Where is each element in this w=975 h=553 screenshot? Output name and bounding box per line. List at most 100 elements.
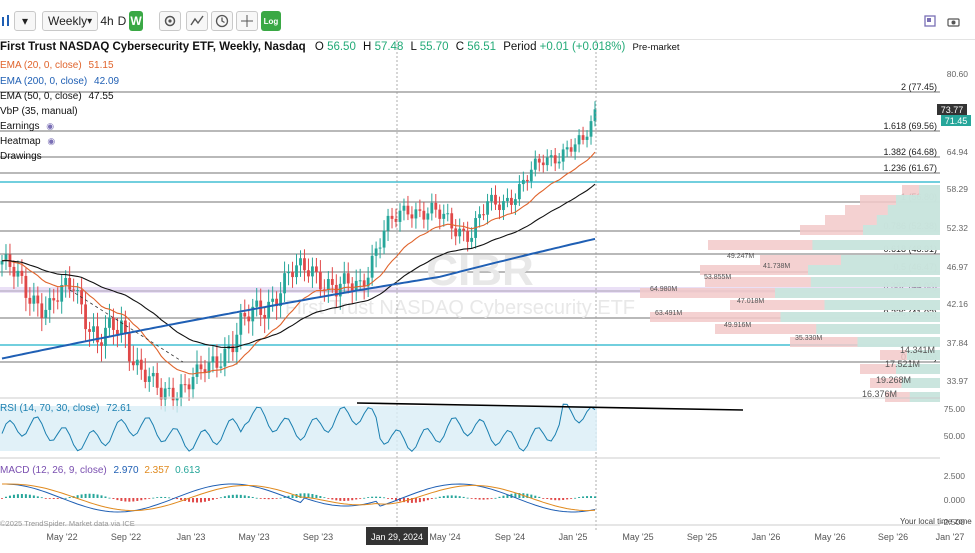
candle-body [525,179,529,182]
time-axis-label: Sep '25 [687,532,717,542]
candle-body [315,266,318,272]
candle-body [354,280,358,291]
interval-d-button[interactable]: D [117,14,127,28]
interval-select[interactable]: Weekly ▾ [42,11,98,31]
candle-body [446,213,450,215]
open-label: O [314,41,324,53]
candle-body [394,218,398,222]
screenshot-button[interactable] [923,11,937,31]
macd-histogram-bar [108,497,111,499]
trend-line [69,289,184,363]
vbp-bar-up [810,277,940,287]
macd-histogram-bar [387,498,390,499]
macd-histogram-bar [554,498,557,501]
candle-body [32,295,36,304]
macd-histogram-bar [566,498,569,500]
camera-button[interactable] [946,11,960,31]
macd-histogram-bar [152,497,155,499]
macd-histogram-bar [339,498,342,501]
candle-body [4,254,8,261]
eye-icon[interactable]: ◉ [47,136,56,146]
macd-histogram-bar [156,497,159,498]
ema200-legend[interactable]: EMA (200, 0, close) 42.09 [0,76,119,87]
vbp-volume-label: 47.018M [737,298,764,305]
candle-body [561,149,565,162]
macd-histogram-bar [148,498,151,499]
ema200-line [1,237,596,360]
candle-body [159,387,163,400]
candle-body [92,326,95,332]
ema20-legend[interactable]: EMA (20, 0, close) 51.15 [0,60,114,71]
candle-body [545,157,549,166]
macd-histogram-bar [291,494,294,498]
macd-histogram-bar [124,498,127,502]
vbp-volume-label: 14.341M [900,345,935,355]
ema20-value: 51.15 [88,60,114,71]
macd-histogram-bar [32,495,35,498]
candle-body [307,270,310,277]
drawings-legend[interactable]: Drawings [0,151,42,162]
candle-body [581,135,585,140]
candle-body [36,295,40,304]
macd-histogram-bar [542,498,545,499]
candle-body [537,158,541,163]
rsi-legend[interactable]: RSI (14, 70, 30, close) 72.61 [0,403,131,414]
macd-histogram-bar [211,498,214,500]
vbp-bar-up [812,240,940,250]
interval-w-button[interactable]: W [129,11,143,31]
watermark-ticker: CIBR [426,246,534,295]
log-scale-toggle[interactable]: Log [261,11,281,31]
candle-body [311,266,314,277]
candle-body [390,215,394,219]
chart-type-icon[interactable] [0,11,12,31]
macd-histogram-bar [391,498,394,500]
local-time-label[interactable]: Your local time zone [900,517,972,526]
replay-button[interactable] [211,11,233,31]
candle-body [418,209,422,211]
chart-area[interactable]: 2.618 (90.21)2 (77.45)1.618 (69.56)1.382… [0,29,975,553]
indicator-button[interactable] [186,11,208,31]
candle-body [299,258,302,266]
candle-body [454,228,458,237]
vbp-bar-up [896,195,940,205]
chart-type-dropdown[interactable]: ▾ [14,11,36,31]
macd-histogram-bar [486,498,489,500]
macd-histogram-bar [558,498,561,501]
alert-button[interactable] [236,11,258,31]
price-chart[interactable]: 2.618 (90.21)2 (77.45)1.618 (69.56)1.382… [0,29,975,553]
macd-histogram-bar [116,498,119,501]
macd-histogram-bar [112,498,115,499]
close-value: 56.51 [467,41,497,53]
candle-body [533,158,537,170]
ema50-label: EMA (50, 0, close) [0,91,82,102]
candle-body [215,356,219,368]
candle-body [223,348,227,367]
macd-axis-label: 0.000 [944,495,966,505]
macd-histogram-bar [319,496,322,498]
macd-histogram-bar [538,496,541,498]
ema20-label: EMA (20, 0, close) [0,60,82,71]
macd-histogram-bar [279,497,282,499]
heatmap-legend[interactable]: Heatmap ◉ [0,136,55,147]
vbp-bar-up [841,255,940,265]
candle-body [362,280,366,287]
ema50-legend[interactable]: EMA (50, 0, close) 47.55 [0,91,114,102]
macd-histogram-bar [343,498,346,501]
earnings-legend[interactable]: Earnings ◉ [0,121,54,132]
candle-body [374,248,378,256]
candle-body [123,320,127,334]
macd-legend[interactable]: MACD (12, 26, 9, close) 2.970 2.357 0.61… [0,465,200,476]
settings-button[interactable] [159,11,181,31]
vbp-legend[interactable]: VbP (35, manual) [0,106,78,117]
time-axis-label: May '24 [429,532,460,542]
eye-icon[interactable]: ◉ [46,121,55,131]
macd-histogram-bar [68,497,71,498]
candle-body [378,247,382,249]
rsi-label: RSI (14, 70, 30, close) [0,403,100,414]
vbp-bar-up [863,225,940,235]
interval-4h-button[interactable]: 4h [100,14,114,28]
session-label: Pre-market [632,42,680,53]
fib-label: 1.236 (61.67) [883,163,937,173]
macd-histogram-bar [303,493,306,498]
earnings-label: Earnings [0,121,40,132]
